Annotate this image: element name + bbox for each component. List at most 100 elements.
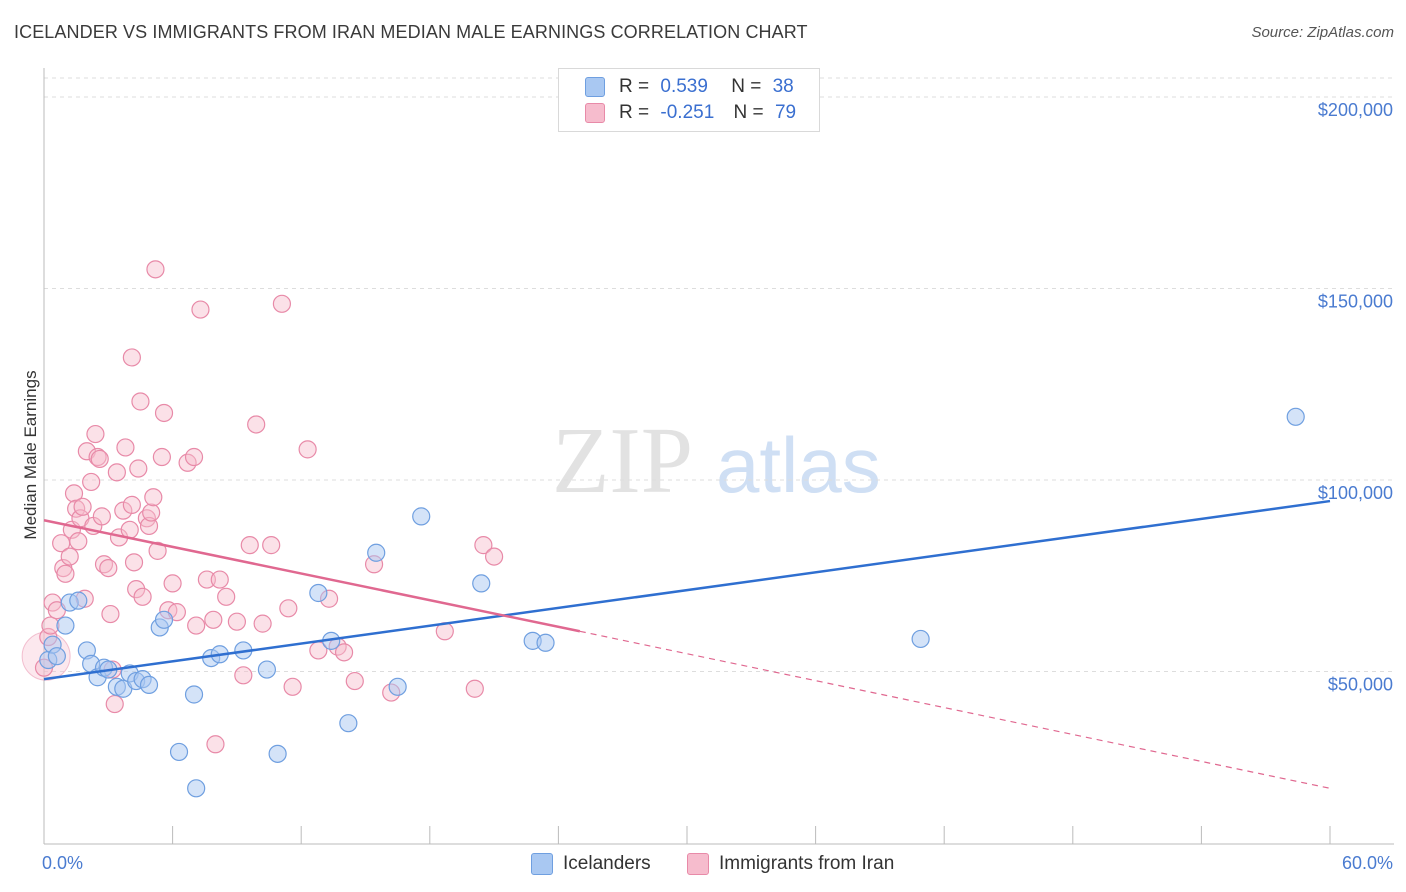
data-point <box>210 570 229 589</box>
tick-labels: $50,000 $100,000 $150,000 $200,000 0.0% 60.0% <box>42 100 1393 873</box>
data-point <box>388 677 407 696</box>
legend-text: R = -0.251 N = 79 <box>619 102 796 124</box>
data-point <box>412 507 431 526</box>
data-point <box>217 587 236 606</box>
legend-label: Icelanders <box>563 853 651 874</box>
data-point <box>116 438 135 457</box>
data-point <box>142 503 161 522</box>
data-point <box>204 610 223 629</box>
data-point <box>283 677 302 696</box>
data-point <box>129 459 148 478</box>
data-point <box>144 488 163 507</box>
trend-line-icelanders <box>43 499 1331 681</box>
data-point <box>154 403 174 423</box>
data-point <box>163 574 182 593</box>
n-value: 79 <box>774 102 797 123</box>
legend-text: R = 0.539 N = 38 <box>619 76 794 98</box>
x-tick-label: 0.0% <box>42 853 83 873</box>
data-point <box>139 516 159 536</box>
data-point <box>64 484 84 503</box>
data-point <box>131 392 150 411</box>
legend-swatch-pink <box>687 853 709 875</box>
data-point <box>253 614 272 633</box>
data-point <box>257 660 277 679</box>
data-point <box>99 558 118 578</box>
data-point <box>56 616 75 635</box>
series-icelanders <box>39 407 1305 798</box>
data-point <box>474 536 493 555</box>
data-point <box>124 553 144 572</box>
source-label: Source: ZipAtlas.com <box>1251 24 1394 41</box>
data-point <box>911 629 930 649</box>
data-point <box>69 532 88 551</box>
data-point <box>107 463 126 482</box>
data-point <box>247 415 266 434</box>
data-point <box>184 447 204 467</box>
data-point <box>234 666 253 685</box>
n-value: 38 <box>772 76 794 97</box>
r-label: R = <box>619 76 650 97</box>
trend-line-iran <box>43 518 581 633</box>
data-point <box>262 536 281 555</box>
chart-title: ICELANDER VS IMMIGRANTS FROM IRAN MEDIAN… <box>14 22 808 42</box>
data-point <box>73 497 92 516</box>
data-point <box>154 610 174 629</box>
data-point <box>367 543 386 562</box>
watermark-zip: ZIP <box>552 409 693 513</box>
correlation-legend: R = 0.539 N = 38 R = -0.251 N = 79 <box>558 68 820 132</box>
data-point <box>90 449 109 469</box>
watermark-atlas: atlas <box>716 421 881 509</box>
data-point <box>169 742 189 762</box>
data-point <box>472 574 491 593</box>
data-point <box>187 779 206 798</box>
data-point <box>298 440 317 459</box>
data-point <box>334 643 354 662</box>
legend-label: Immigrants from Iran <box>719 853 895 874</box>
axes <box>43 68 1394 845</box>
data-point <box>465 679 484 698</box>
data-point <box>339 714 358 733</box>
y-tick-label: $50,000 <box>1328 675 1393 695</box>
n-label: N = <box>731 76 762 97</box>
n-label: N = <box>733 102 764 123</box>
grid-lines <box>44 77 1394 672</box>
data-point <box>82 472 101 492</box>
r-value: 0.539 <box>660 76 708 97</box>
r-label: R = <box>619 102 650 123</box>
data-point <box>184 685 204 704</box>
y-axis-label: Median Male Earnings <box>21 370 40 539</box>
y-tick-label: $200,000 <box>1318 100 1393 120</box>
data-point <box>152 447 171 467</box>
data-point <box>279 599 298 618</box>
data-point <box>485 547 504 566</box>
legend-swatch-pink <box>585 103 605 123</box>
data-point <box>67 499 86 518</box>
trend-lines <box>43 499 1331 789</box>
r-value: -0.251 <box>660 102 715 123</box>
y-tick-label: $100,000 <box>1318 483 1393 503</box>
data-point <box>139 675 159 695</box>
data-point <box>272 294 292 313</box>
data-point <box>536 633 555 652</box>
legend-swatch-blue <box>585 77 605 97</box>
data-point <box>133 587 152 606</box>
data-point <box>86 424 105 444</box>
data-point <box>268 744 287 763</box>
data-point <box>146 260 165 279</box>
data-point <box>1286 407 1305 426</box>
data-point <box>60 547 79 566</box>
data-point <box>191 300 210 319</box>
data-point <box>69 591 88 610</box>
data-point <box>92 507 111 526</box>
data-point <box>56 564 75 583</box>
data-point <box>148 541 167 560</box>
data-point <box>227 612 246 631</box>
data-point <box>206 735 225 754</box>
data-point <box>122 348 141 367</box>
data-point <box>105 694 124 714</box>
data-point <box>309 583 328 603</box>
data-point <box>197 570 216 589</box>
data-point <box>187 616 206 635</box>
data-point <box>101 604 120 624</box>
